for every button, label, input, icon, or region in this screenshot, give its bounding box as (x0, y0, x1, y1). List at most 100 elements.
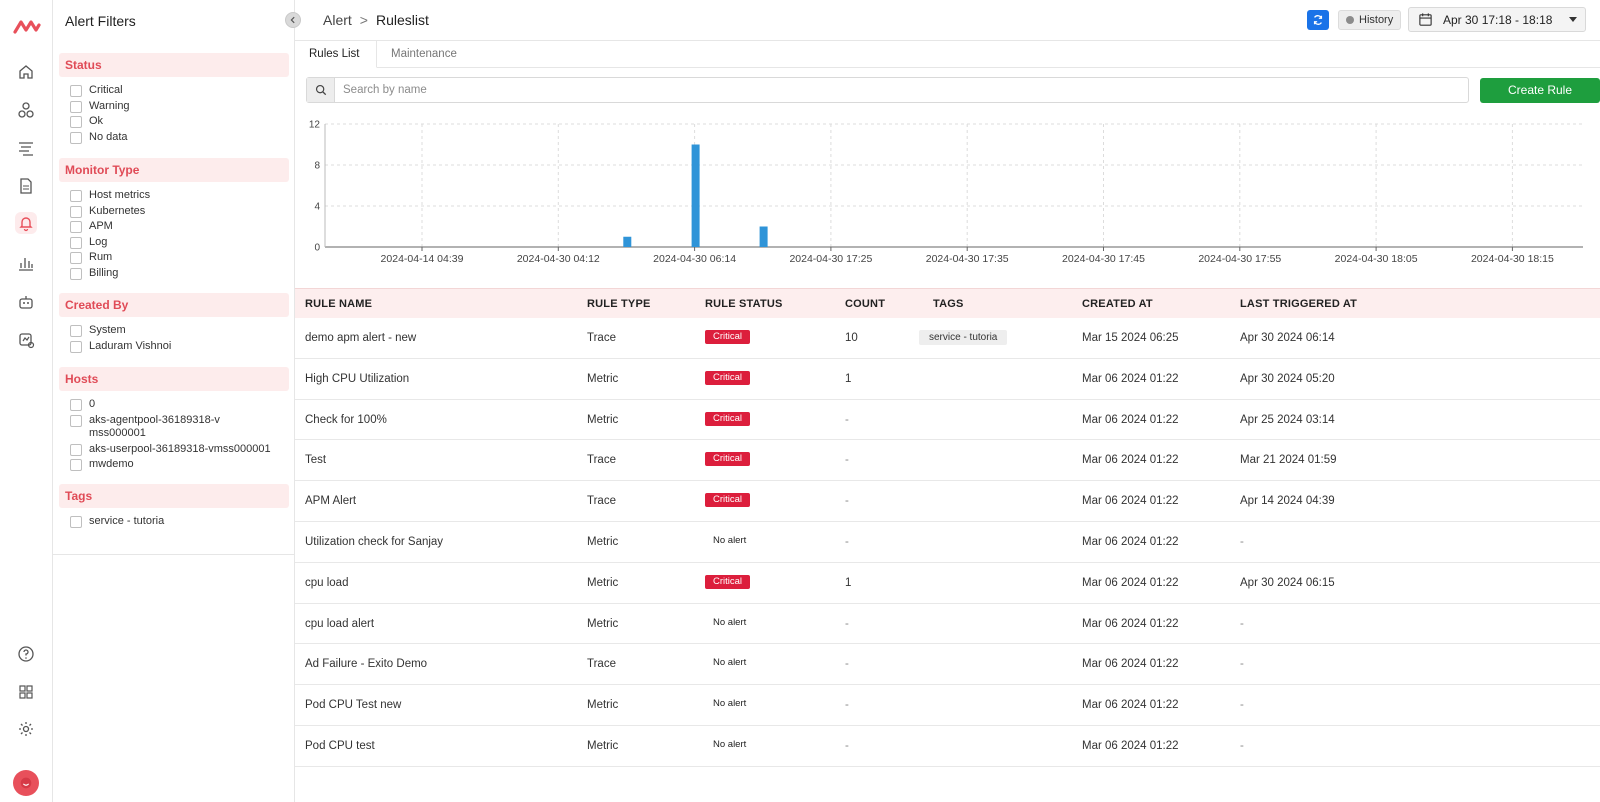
filter-option-apm[interactable]: APM (59, 219, 289, 235)
table-row[interactable]: Test Trace - Mar 06 2024 01:22 Mar 21 2024 0… (295, 440, 1600, 482)
refresh-button[interactable] (1307, 10, 1329, 30)
column-header-tags[interactable]: TAGS (933, 298, 964, 310)
synthetics-icon[interactable] (15, 329, 37, 351)
breadcrumb-current: Ruleslist (375, 12, 429, 28)
checkbox[interactable] (70, 325, 82, 337)
apps-grid-icon[interactable] (15, 681, 37, 703)
created-at-cell: Mar 06 2024 01:22 (1082, 739, 1179, 752)
robot-icon[interactable] (15, 291, 37, 313)
filter-option-log[interactable]: Log (59, 235, 289, 251)
rule-name-cell[interactable]: Pod CPU Test new (305, 699, 402, 712)
filter-group-heading: Monitor Type (59, 158, 289, 182)
date-range-picker[interactable]: Apr 30 17:18 - 18:18 (1408, 7, 1586, 32)
filter-option-kubernetes[interactable]: Kubernetes (59, 204, 289, 220)
rule-name-cell[interactable]: High CPU Utilization (305, 372, 410, 385)
search-icon[interactable] (307, 78, 335, 102)
logs-icon[interactable] (15, 137, 37, 159)
rule-name-cell[interactable]: Check for 100% (305, 413, 387, 426)
column-header-created-at[interactable]: CREATED AT (1082, 298, 1153, 310)
tab-maintenance[interactable]: Maintenance (391, 48, 457, 60)
checkbox[interactable] (70, 414, 82, 427)
filter-group-heading: Hosts (59, 367, 289, 391)
checkbox[interactable] (70, 459, 82, 471)
column-header-count[interactable]: COUNT (845, 298, 886, 310)
table-row[interactable]: Check for 100% Metric - Mar 06 2024 01:22 Ap… (295, 400, 1600, 441)
chevron-down-icon (1569, 17, 1577, 22)
checkbox[interactable] (70, 399, 82, 411)
filter-option-ok[interactable]: Ok (59, 114, 289, 130)
breadcrumb-alert-link[interactable]: Alert (323, 12, 352, 28)
rule-name-cell[interactable]: APM Alert (305, 495, 357, 508)
checkbox[interactable] (70, 267, 82, 280)
table-row[interactable]: Utilization check for Sanjay Metric - Mar 0… (295, 522, 1600, 563)
table-row[interactable]: Pod CPU Test new Metric - Mar 06 2024 01:22… (295, 685, 1600, 726)
tag-chip[interactable]: service - tutoria (919, 330, 1008, 345)
checkbox[interactable] (70, 236, 82, 249)
history-toggle-button[interactable]: History (1338, 10, 1402, 30)
column-header-rule-name[interactable]: RULE NAME (305, 298, 373, 310)
filter-option-critical[interactable]: Critical (59, 83, 289, 99)
filter-group-hosts: Hosts 0 aks-agentpool-36189318-vmss00000… (59, 367, 289, 473)
checkbox[interactable] (70, 131, 82, 144)
bar-chart-icon[interactable] (15, 252, 37, 274)
created-at-cell: Mar 06 2024 01:22 (1082, 576, 1179, 589)
rule-name-cell[interactable]: cpu load (305, 576, 349, 589)
filter-option-no-data[interactable]: No data (59, 130, 289, 146)
rule-name-cell[interactable]: Ad Failure - Exito Demo (305, 658, 428, 671)
checkbox[interactable] (70, 116, 82, 128)
status-badge: No alert (713, 534, 747, 546)
checkbox[interactable] (70, 340, 82, 353)
search-input[interactable] (335, 78, 1468, 102)
table-row[interactable]: Ad Failure - Exito Demo Trace - Mar 06 2024… (295, 644, 1600, 686)
document-icon[interactable] (15, 175, 37, 197)
rule-name-cell[interactable]: Utilization check for Sanjay (305, 535, 444, 548)
rule-name-cell[interactable]: Pod CPU test (305, 739, 375, 752)
help-icon[interactable] (15, 643, 37, 665)
collapse-sidebar-button[interactable] (285, 12, 301, 28)
table-row[interactable]: cpu load alert Metric - Mar 06 2024 01:22 - N… (295, 604, 1600, 645)
rule-name-cell[interactable]: Test (305, 454, 327, 467)
last-triggered-cell: Apr 14 2024 04:39 (1240, 495, 1335, 508)
checkbox[interactable] (70, 205, 82, 218)
user-avatar[interactable] (13, 770, 39, 796)
filter-option-host-0[interactable]: 0 (59, 397, 289, 413)
rule-name-cell[interactable]: demo apm alert - new (305, 332, 417, 344)
chart-x-tick-label: 2024-04-30 17:35 (926, 253, 1009, 265)
checkbox[interactable] (70, 100, 82, 113)
home-icon[interactable] (15, 61, 37, 83)
filter-option-billing[interactable]: Billing (59, 266, 289, 282)
checkbox[interactable] (70, 85, 82, 97)
infrastructure-icon[interactable] (15, 99, 37, 121)
checkbox[interactable] (70, 443, 82, 456)
table-row[interactable]: Pod CPU test Metric - Mar 06 2024 01:22 - No … (295, 726, 1600, 767)
checkbox[interactable] (70, 221, 82, 233)
column-header-rule-status[interactable]: RULE STATUS (705, 298, 783, 310)
checkbox[interactable] (70, 516, 82, 528)
filter-option-host-userpool[interactable]: aks-userpool-36189318-vmss000001 (59, 442, 289, 458)
create-rule-button[interactable]: Create Rule (1480, 78, 1600, 103)
column-header-last-triggered-at[interactable]: LAST TRIGGERED AT (1240, 298, 1358, 310)
filter-option-rum[interactable]: Rum (59, 250, 289, 266)
chart-x-tick-label: 2024-04-30 06:14 (653, 253, 736, 265)
settings-gear-icon[interactable] (15, 718, 37, 740)
filter-option-host-agentpool[interactable]: aks-agentpool-36189318-vmss000001 (59, 413, 289, 442)
bell-icon[interactable] (15, 212, 37, 234)
table-row[interactable]: demo apm alert - new Trace 10 Mar 15 2024 0… (295, 318, 1600, 359)
filter-option-host-mwdemo[interactable]: mwdemo (59, 457, 289, 473)
status-badge: No alert (713, 738, 747, 750)
filter-option-host-metrics[interactable]: Host metrics (59, 188, 289, 204)
tab-rules-list[interactable]: Rules List (295, 41, 377, 68)
filter-option-warning[interactable]: Warning (59, 99, 289, 115)
table-row[interactable]: High CPU Utilization Metric 1 Mar 06 2024 0… (295, 359, 1600, 400)
checkbox[interactable] (70, 252, 82, 264)
filter-option-tag-service[interactable]: service - tutoria (59, 514, 289, 530)
table-row[interactable]: APM Alert Trace - Mar 06 2024 01:22 Apr 14 2… (295, 481, 1600, 522)
rule-name-cell[interactable]: cpu load alert (305, 617, 375, 630)
filter-option-laduram-vishnoi[interactable]: Laduram Vishnoi (59, 339, 289, 355)
middleware-logo-icon[interactable] (13, 16, 41, 36)
column-header-rule-type[interactable]: RULE TYPE (587, 298, 651, 310)
last-triggered-cell: - (1240, 658, 1244, 671)
checkbox[interactable] (70, 190, 82, 202)
table-row[interactable]: cpu load Metric 1 Mar 06 2024 01:22 Apr 30 2… (295, 563, 1600, 604)
filter-option-system[interactable]: System (59, 323, 289, 339)
